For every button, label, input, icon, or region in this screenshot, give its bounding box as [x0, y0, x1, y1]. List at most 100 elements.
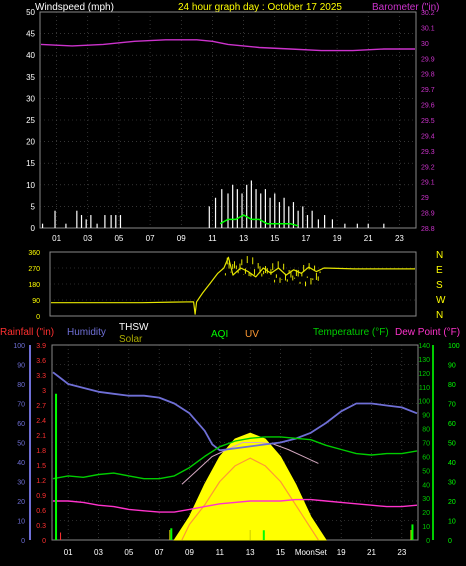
- baro-y-tick: 29.5: [421, 118, 435, 125]
- baro-y-tick: 29.9: [421, 56, 435, 63]
- temp-y-tick: 140: [418, 343, 430, 350]
- humidity-y-tick: 0: [21, 538, 25, 545]
- temp-y-tick: 0: [426, 538, 430, 545]
- baro-y-tick: 29: [421, 195, 429, 202]
- temp-y-tick: 130: [418, 357, 430, 364]
- legend-thsw: THSW: [119, 322, 149, 333]
- aqi-y-tick: 0: [448, 538, 452, 545]
- climate-x-tick: 03: [94, 548, 103, 557]
- rain-y-tick: 3.6: [36, 358, 46, 365]
- baro-y-tick: 29.1: [421, 180, 435, 187]
- humidity-y-tick: 20: [17, 499, 25, 506]
- temp-y-tick: 80: [422, 427, 430, 434]
- baro-y-tick: 28.8: [421, 226, 435, 233]
- temp-y-tick: 120: [418, 371, 430, 378]
- direction-line: [51, 256, 415, 315]
- thsw-line: [181, 442, 319, 485]
- temp-y-tick: 90: [422, 413, 430, 420]
- legend-dewpoint: Dew Point (°F): [395, 327, 460, 338]
- header-windspeed-label: Windspeed (mph): [35, 2, 114, 13]
- climate-x-tick: 23: [397, 548, 406, 557]
- rain-y-tick: 0.3: [36, 523, 46, 530]
- rain-y-tick: 0.6: [36, 508, 46, 515]
- baro-y-tick: 30.1: [421, 25, 435, 32]
- direction-y-tick: 90: [32, 298, 40, 305]
- solar-area: [173, 432, 327, 541]
- wind-y-tick: 15: [26, 159, 35, 168]
- climate-x-tick: 07: [155, 548, 164, 557]
- wind-x-tick: 01: [52, 234, 61, 243]
- rain-y-tick: 1.5: [36, 463, 46, 470]
- moonset-label: MoonSet: [295, 548, 328, 557]
- aqi-y-tick: 90: [448, 363, 456, 370]
- humidity-y-tick: 30: [17, 480, 25, 487]
- baro-y-tick: 29.7: [421, 87, 435, 94]
- rain-y-tick: 3.9: [36, 343, 46, 350]
- wind-y-tick: 35: [26, 73, 35, 82]
- legend-temperature: Temperature (°F): [313, 327, 389, 338]
- aqi-y-tick: 10: [448, 519, 456, 526]
- aqi-y-tick: 60: [448, 421, 456, 428]
- compass-tick: W: [436, 295, 446, 306]
- humidity-y-tick: 60: [17, 421, 25, 428]
- temp-y-tick: 40: [422, 482, 430, 489]
- direction-panel-frame: [49, 251, 417, 317]
- humidity-y-tick: 50: [17, 441, 25, 448]
- gust-line: [219, 214, 299, 227]
- wind-x-tick: 19: [333, 234, 342, 243]
- baro-y-tick: 30: [421, 41, 429, 48]
- direction-y-tick: 180: [28, 282, 40, 289]
- aqi-y-tick: 50: [448, 441, 456, 448]
- baro-y-tick: 29.3: [421, 149, 435, 156]
- rain-y-tick: 2.7: [36, 403, 46, 410]
- wind-x-tick: 15: [270, 234, 279, 243]
- climate-x-tick: 19: [337, 548, 346, 557]
- wind-x-tick: 11: [208, 234, 217, 243]
- temp-y-tick: 50: [422, 468, 430, 475]
- wind-x-tick: 07: [146, 234, 155, 243]
- legend-uv: UV: [245, 329, 259, 340]
- aqi-y-tick: 20: [448, 499, 456, 506]
- humidity-y-tick: 10: [17, 519, 25, 526]
- climate-x-tick: 13: [246, 548, 255, 557]
- legend-humidity: Humidity: [67, 327, 106, 338]
- wind-x-tick: 09: [177, 234, 186, 243]
- climate-x-tick: 05: [124, 548, 133, 557]
- wind-y-tick: 5: [31, 202, 36, 211]
- compass-tick: N: [436, 250, 443, 261]
- wind-y-tick: 10: [26, 181, 35, 190]
- baro-y-tick: 29.2: [421, 164, 435, 171]
- rain-y-tick: 0: [42, 538, 46, 545]
- rain-y-tick: 2.4: [36, 418, 46, 425]
- baro-y-tick: 28.9: [421, 211, 435, 218]
- humidity-y-tick: 40: [17, 460, 25, 467]
- wind-x-tick: 13: [239, 234, 248, 243]
- temp-y-tick: 110: [419, 385, 430, 392]
- temp-y-tick: 20: [422, 510, 430, 517]
- compass-tick: N: [436, 310, 443, 321]
- climate-x-tick: 09: [185, 548, 194, 557]
- wind-y-tick: 50: [26, 8, 35, 17]
- wind-y-tick: 0: [31, 224, 36, 233]
- climate-x-tick: 15: [276, 548, 285, 557]
- legend-solar: Solar: [119, 334, 143, 345]
- climate-x-tick: 21: [367, 548, 376, 557]
- temp-y-tick: 30: [422, 496, 430, 503]
- compass-tick: E: [436, 265, 443, 276]
- humidity-y-tick: 100: [13, 343, 25, 350]
- temp-y-tick: 70: [422, 441, 430, 448]
- direction-y-tick: 270: [28, 266, 40, 273]
- rain-y-tick: 2.1: [36, 433, 46, 440]
- wind-y-tick: 45: [26, 30, 35, 39]
- temp-y-tick: 60: [422, 454, 430, 461]
- uv-line: [181, 457, 319, 541]
- humidity-line: [52, 371, 418, 452]
- wind-x-tick: 17: [301, 234, 310, 243]
- baro-y-tick: 29.4: [421, 133, 435, 140]
- wind-x-tick: 21: [364, 234, 373, 243]
- aqi-y-tick: 70: [448, 402, 456, 409]
- wind-y-tick: 20: [26, 138, 35, 147]
- wind-x-tick: 05: [114, 234, 123, 243]
- temp-y-tick: 100: [418, 399, 430, 406]
